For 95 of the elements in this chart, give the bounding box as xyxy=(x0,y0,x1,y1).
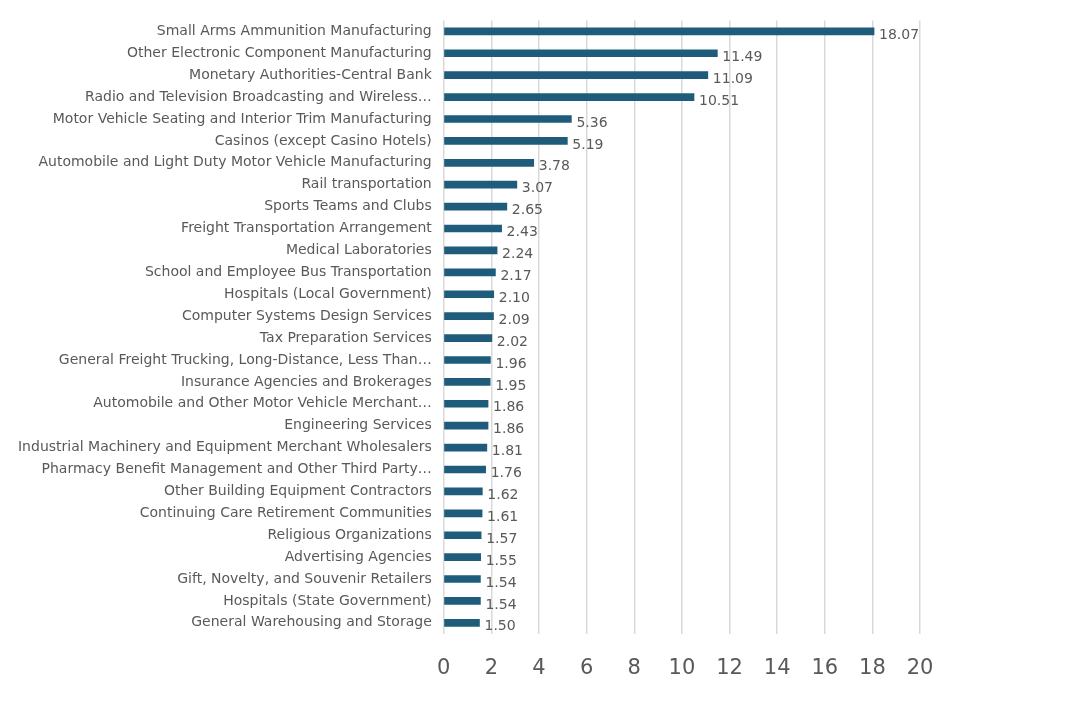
data-label: 1.54 xyxy=(485,573,517,590)
x-tick-label: 12 xyxy=(716,654,743,679)
data-label: 3.78 xyxy=(538,157,570,174)
data-label: 3.07 xyxy=(521,179,554,196)
y-tick-label: Other Electronic Component Manufacturing xyxy=(126,43,432,60)
y-tick-label: Hospitals (Local Government) xyxy=(223,284,432,301)
data-label: 11.09 xyxy=(712,69,753,86)
data-label: 1.81 xyxy=(491,442,524,459)
bar xyxy=(444,268,496,277)
bar xyxy=(444,27,875,36)
bar xyxy=(444,465,486,474)
y-tick-label: School and Employee Bus Transportation xyxy=(144,262,432,279)
y-tick-label: Industrial Machinery and Equipment Merchant Wholesalers xyxy=(17,438,432,455)
y-tick-label: Continuing Care Retirement Communities xyxy=(139,503,432,520)
bar xyxy=(444,180,518,189)
data-label: 1.50 xyxy=(484,617,516,634)
bar xyxy=(444,487,483,496)
bar xyxy=(444,93,695,101)
x-tick-label: 8 xyxy=(627,654,641,679)
bar xyxy=(444,378,491,386)
y-tick-label: Motor Vehicle Seating and Interior Trim Manufacturing xyxy=(52,109,432,126)
data-label: 1.86 xyxy=(493,420,525,437)
x-tick-label: 18 xyxy=(859,654,886,679)
bar xyxy=(444,202,508,211)
data-label: 2.43 xyxy=(506,223,538,240)
data-label: 10.51 xyxy=(699,91,740,108)
y-tick-label: Medical Laboratories xyxy=(285,241,432,258)
bar xyxy=(444,531,482,540)
bar xyxy=(444,399,489,408)
bar xyxy=(444,137,568,145)
data-label: 1.54 xyxy=(485,595,517,612)
y-tick-label: Automobile and Other Motor Vehicle Merchant… xyxy=(93,394,432,411)
bar xyxy=(444,597,481,605)
x-tick-label: 16 xyxy=(811,654,839,679)
data-label: 1.61 xyxy=(487,507,519,524)
x-tick-label: 14 xyxy=(763,654,791,679)
bar xyxy=(444,575,481,583)
y-tick-label: General Freight Trucking, Long-Distance, Less Than… xyxy=(58,350,432,367)
y-tick-label: Radio and Television Broadcasting and Wireless… xyxy=(85,87,432,104)
y-tick-label: General Warehousing and Storage xyxy=(191,613,432,630)
bar xyxy=(444,509,483,518)
x-tick-label: 2 xyxy=(484,654,499,679)
bar xyxy=(444,619,480,627)
y-tick-label: Tax Preparation Services xyxy=(258,328,432,345)
x-tick-label: 0 xyxy=(437,654,451,679)
data-label: 1.86 xyxy=(493,398,525,415)
y-tick-label: Engineering Services xyxy=(284,416,432,433)
x-tick-label: 4 xyxy=(532,654,546,679)
y-tick-label: Automobile and Light Duty Motor Vehicle Manufacturing xyxy=(38,153,432,170)
y-tick-label: Religious Organizations xyxy=(267,525,432,542)
bar xyxy=(444,224,502,233)
data-label: 2.10 xyxy=(498,288,530,305)
bar xyxy=(444,356,491,364)
data-label: 1.57 xyxy=(486,529,518,546)
bar xyxy=(444,246,498,255)
y-tick-label: Hospitals (State Government) xyxy=(223,591,432,608)
bar xyxy=(444,334,493,342)
data-label: 1.55 xyxy=(485,551,517,568)
y-tick-label: Pharmacy Benefit Management and Other Third Party… xyxy=(41,460,432,477)
data-label: 2.09 xyxy=(498,310,530,327)
y-tick-label: Monetary Authorities-Central Bank xyxy=(189,65,433,82)
y-tick-label: Rail transportation xyxy=(301,175,432,192)
data-label: 1.95 xyxy=(495,376,527,393)
x-tick-label: 10 xyxy=(668,654,696,679)
data-label: 5.36 xyxy=(576,113,608,130)
bar xyxy=(444,71,709,79)
x-tick-label: 6 xyxy=(579,654,594,679)
data-label: 2.17 xyxy=(500,266,532,283)
y-tick-label: Casinos (except Casino Hotels) xyxy=(214,131,432,148)
bar xyxy=(444,421,489,430)
bar xyxy=(444,49,718,58)
bar xyxy=(444,553,481,561)
y-tick-label: Small Arms Ammunition Manufacturing xyxy=(156,21,432,38)
y-tick-label: Other Building Equipment Contractors xyxy=(164,482,432,499)
data-label: 11.49 xyxy=(722,47,763,64)
bar xyxy=(444,443,488,452)
data-label: 1.76 xyxy=(490,464,522,481)
bar xyxy=(444,312,494,320)
data-label: 2.65 xyxy=(511,201,544,218)
data-label: 2.02 xyxy=(496,332,529,349)
data-label: 2.24 xyxy=(502,245,534,262)
bar xyxy=(444,158,535,167)
y-tick-label: Advertising Agencies xyxy=(284,547,432,564)
bar xyxy=(444,115,572,123)
data-label: 1.62 xyxy=(487,486,519,503)
data-label: 1.96 xyxy=(495,354,527,371)
y-tick-label: Computer Systems Design Services xyxy=(181,306,432,323)
x-tick-label: 20 xyxy=(906,654,934,679)
bar xyxy=(444,290,495,299)
data-label: 18.07 xyxy=(879,25,920,42)
y-tick-label: Insurance Agencies and Brokerages xyxy=(180,372,432,389)
data-label: 5.19 xyxy=(572,135,604,152)
y-tick-label: Gift, Novelty, and Souvenir Retailers xyxy=(177,569,432,586)
y-tick-label: Sports Teams and Clubs xyxy=(264,197,432,214)
y-tick-label: Freight Transportation Arrangement xyxy=(181,219,433,236)
